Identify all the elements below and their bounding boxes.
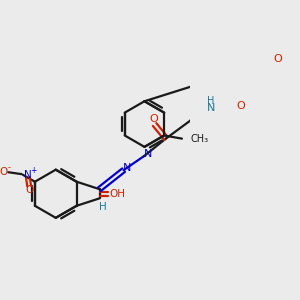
Text: O: O bbox=[0, 167, 8, 177]
Text: N: N bbox=[123, 163, 132, 173]
Text: N: N bbox=[24, 170, 32, 180]
Text: N: N bbox=[143, 149, 152, 159]
Text: OH: OH bbox=[109, 189, 125, 199]
Text: O: O bbox=[236, 100, 245, 110]
Text: H: H bbox=[99, 202, 106, 212]
Text: H: H bbox=[207, 96, 214, 106]
Text: O: O bbox=[25, 185, 33, 195]
Text: N: N bbox=[207, 103, 215, 113]
Text: O: O bbox=[150, 115, 158, 124]
Text: O: O bbox=[273, 54, 282, 64]
Text: CH₃: CH₃ bbox=[191, 134, 209, 144]
Text: -: - bbox=[8, 163, 10, 172]
Text: +: + bbox=[30, 166, 36, 175]
